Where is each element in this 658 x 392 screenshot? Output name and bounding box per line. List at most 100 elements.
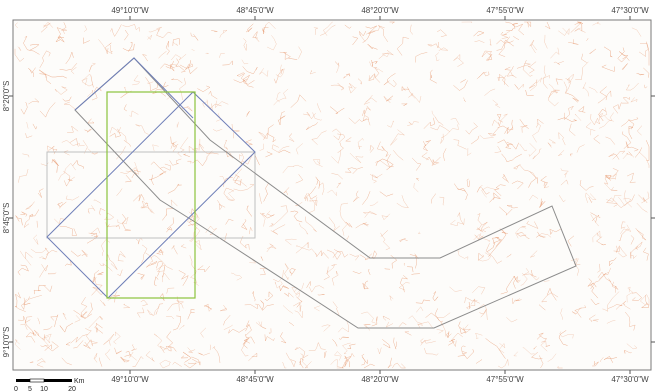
drainage-line (558, 150, 565, 156)
drainage-line (540, 175, 548, 189)
drainage-line (440, 133, 444, 144)
drainage-line (547, 89, 559, 107)
drainage-line (288, 133, 295, 142)
drainage-line (120, 356, 130, 363)
drainage-line (47, 272, 57, 275)
drainage-line (80, 296, 88, 319)
drainage-line (91, 232, 97, 240)
drainage-line (411, 157, 422, 171)
drainage-line (604, 174, 616, 185)
drainage-line (117, 250, 126, 262)
drainage-line (384, 267, 391, 270)
drainage-line (148, 26, 162, 33)
drainage-line (22, 153, 30, 158)
drainage-line (645, 140, 650, 161)
drainage-line (160, 63, 175, 69)
drainage-line (399, 275, 408, 293)
drainage-line (196, 265, 210, 273)
drainage-line (407, 121, 419, 126)
drainage-line (401, 85, 410, 92)
drainage-line (313, 305, 321, 312)
drainage-line (352, 36, 359, 46)
drainage-line (122, 24, 140, 32)
drainage-line (282, 164, 303, 174)
drainage-line (347, 343, 356, 349)
drainage-line (457, 211, 465, 226)
drainage-line (393, 150, 404, 161)
drainage-line (365, 25, 381, 35)
bottom-lon-label: 47°30'0"W (611, 375, 649, 384)
drainage-line (524, 21, 532, 28)
drainage-line (519, 119, 529, 129)
drainage-line (383, 95, 394, 104)
drainage-line (107, 291, 118, 301)
drainage-line (476, 185, 483, 193)
drainage-line (530, 269, 537, 278)
drainage-line (289, 268, 296, 276)
drainage-line (489, 38, 492, 46)
drainage-line (479, 252, 492, 262)
drainage-line (542, 65, 550, 79)
drainage-line (157, 302, 164, 309)
drainage-line (40, 26, 48, 33)
drainage-line (432, 291, 439, 302)
drainage-line (284, 263, 290, 281)
drainage-line (249, 259, 257, 264)
drainage-line (326, 249, 342, 260)
drainage-line (410, 93, 422, 104)
drainage-line (239, 235, 250, 250)
drainage-line (179, 77, 186, 101)
drainage-line (318, 182, 325, 195)
drainage-line (441, 124, 459, 138)
drainage-line (349, 152, 364, 163)
drainage-line (544, 21, 551, 30)
drainage-line (489, 192, 501, 203)
drainage-line (28, 294, 42, 300)
drainage-line (274, 281, 283, 289)
drainage-line (363, 363, 375, 369)
drainage-line (65, 51, 74, 65)
drainage-line (476, 71, 487, 80)
drainage-line (265, 151, 273, 158)
drainage-line (172, 41, 178, 46)
drainage-line (38, 69, 52, 84)
drainage-line (288, 321, 295, 327)
drainage-line (436, 29, 448, 38)
drainage-line (528, 177, 539, 188)
drainage-line (466, 178, 471, 188)
scale-segment (44, 379, 72, 382)
drainage-line (415, 178, 420, 181)
drainage-line (411, 273, 420, 275)
drainage-line (468, 301, 471, 310)
drainage-line (99, 208, 106, 216)
drainage-line (492, 99, 501, 108)
drainage-line (46, 249, 58, 255)
drainage-line (87, 205, 96, 214)
drainage-line (501, 153, 522, 163)
drainage-line (84, 129, 92, 133)
drainage-line (282, 305, 293, 314)
drainage-line (497, 359, 509, 369)
drainage-network (14, 21, 650, 369)
drainage-line (308, 285, 325, 293)
drainage-line (23, 215, 31, 229)
drainage-line (344, 355, 351, 368)
drainage-line (560, 168, 569, 178)
drainage-line (401, 103, 408, 107)
drainage-line (497, 139, 513, 147)
drainage-line (248, 226, 253, 235)
drainage-line (387, 357, 392, 369)
drainage-line (145, 77, 158, 92)
drainage-line (188, 60, 198, 75)
drainage-line (211, 30, 218, 32)
drainage-line (73, 310, 93, 320)
drainage-line (33, 234, 39, 245)
drainage-line (506, 253, 512, 258)
drainage-line (619, 51, 629, 60)
scale-tick-label: 10 (40, 386, 48, 392)
drainage-line (590, 113, 601, 126)
drainage-line (588, 314, 596, 323)
drainage-line (539, 355, 544, 369)
drainage-line (258, 321, 263, 328)
